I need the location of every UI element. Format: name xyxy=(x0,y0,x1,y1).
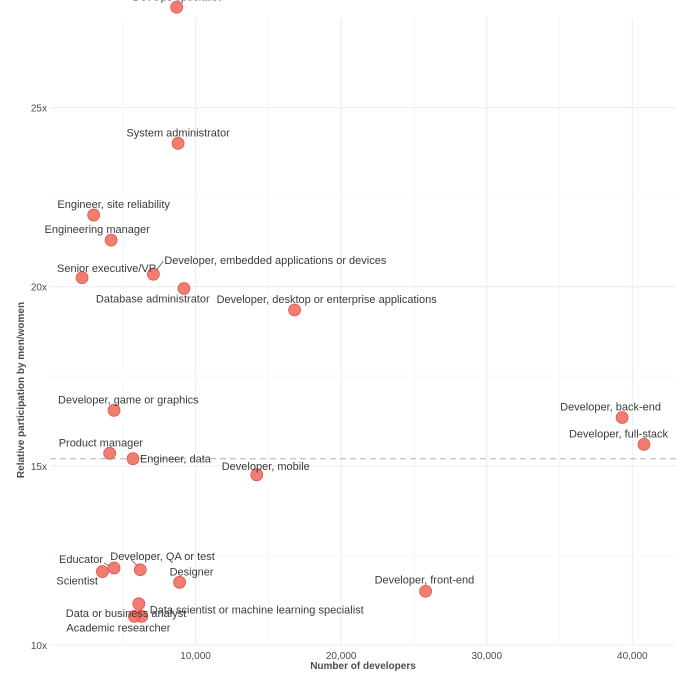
data-point xyxy=(173,575,186,589)
point-label: Developer, front-end xyxy=(375,574,475,586)
y-tick-label: 15x xyxy=(31,462,47,473)
data-point xyxy=(250,468,264,482)
data-points xyxy=(75,0,651,623)
point-label: Scientist xyxy=(56,576,98,588)
label-connector xyxy=(156,260,164,271)
point-label: Developer, mobile xyxy=(222,461,310,473)
data-point xyxy=(87,208,101,222)
y-axis-title: Relative participation by men/women xyxy=(16,302,27,478)
y-tick-label: 25x xyxy=(31,104,47,115)
point-label: Developer, game or graphics xyxy=(58,394,199,406)
label-connectors xyxy=(103,260,164,567)
x-tick-label: 40,000 xyxy=(617,651,648,662)
data-point xyxy=(419,584,433,598)
data-point xyxy=(615,411,629,424)
data-point xyxy=(171,136,185,150)
data-point xyxy=(103,446,117,460)
data-point xyxy=(126,452,140,466)
axis-ticks: 10,000 20,000 30,000 40,000 10x 15x 20x 25x xyxy=(31,104,648,662)
data-point xyxy=(128,609,141,623)
point-label: Developer, desktop or enterprise applica… xyxy=(217,294,438,306)
point-labels: DevOps specialist System administrator Eng… xyxy=(45,0,669,634)
point-label: Engineer, data xyxy=(140,454,212,466)
data-point xyxy=(104,233,118,247)
point-label: Data scientist or machine learning speci… xyxy=(150,604,364,616)
point-label: Educator xyxy=(59,554,103,566)
data-point xyxy=(288,303,301,317)
point-label: Engineering manager xyxy=(45,224,151,236)
point-label: Engineer, site reliability xyxy=(57,199,170,211)
data-point xyxy=(146,267,160,281)
data-point xyxy=(132,597,146,611)
point-label: Senior executive/VP xyxy=(57,263,156,275)
point-label: Database administrator xyxy=(96,294,210,306)
label-connector xyxy=(103,562,110,567)
data-point xyxy=(170,0,184,14)
x-axis-title: Number of developers xyxy=(310,661,416,672)
point-label: DevOps specialist xyxy=(133,0,221,3)
label-connector xyxy=(130,559,138,567)
data-point xyxy=(133,563,147,577)
y-tick-label: 10x xyxy=(31,641,47,652)
data-point xyxy=(75,271,89,285)
x-tick-label: 30,000 xyxy=(471,651,502,662)
data-point xyxy=(637,437,651,451)
point-label: Developer, QA or test xyxy=(110,551,215,563)
data-point xyxy=(96,565,109,578)
point-label: Developer, full-stack xyxy=(569,428,669,440)
data-point xyxy=(107,561,121,575)
point-label: Developer, embedded applications or devi… xyxy=(164,255,386,267)
x-tick-label: 20,000 xyxy=(326,651,357,662)
gridlines xyxy=(50,18,676,646)
point-label: Data or business analyst xyxy=(66,608,186,620)
y-tick-label: 20x xyxy=(31,283,47,294)
point-label: Developer, back-end xyxy=(560,401,661,413)
point-label: Academic researcher xyxy=(66,622,170,634)
point-label: Product manager xyxy=(59,437,144,449)
data-point xyxy=(107,403,121,417)
point-label: Designer xyxy=(170,566,214,578)
x-tick-label: 10,000 xyxy=(180,651,211,662)
point-label: System administrator xyxy=(126,127,230,139)
data-point xyxy=(177,282,191,295)
